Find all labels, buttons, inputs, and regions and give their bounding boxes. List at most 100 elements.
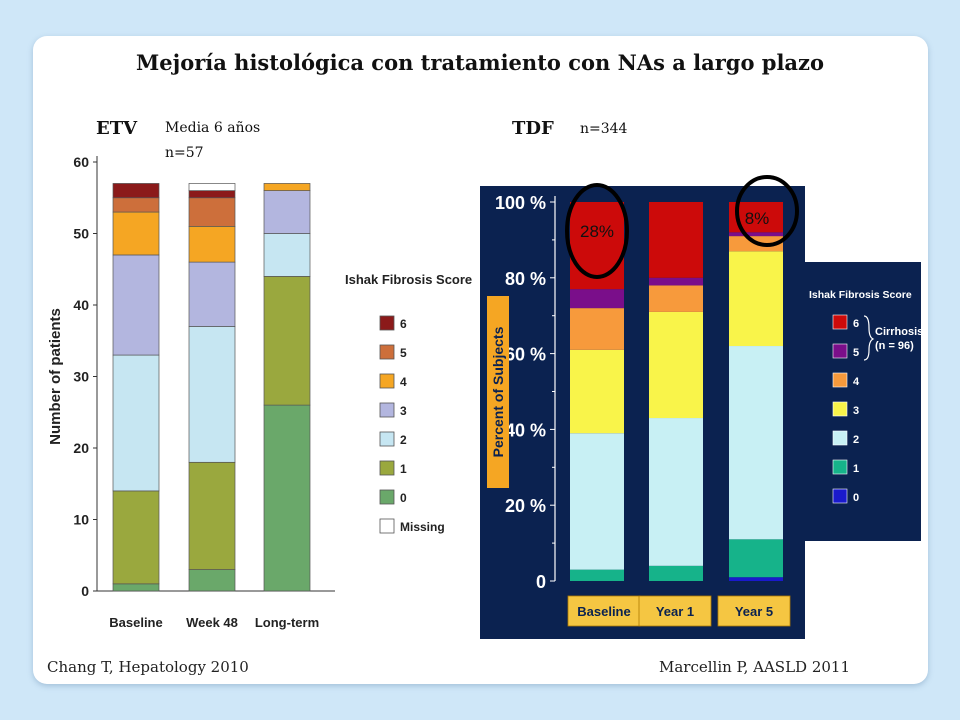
right-y-tick-label: 60 % [505, 345, 546, 365]
right-y-axis-label: Percent of Subjects [490, 326, 506, 457]
left-legend-label-6: 6 [400, 317, 407, 331]
right-x-tick-label: Year 5 [735, 604, 773, 619]
right-legend-cirrhosis-note: (n = 96) [875, 340, 914, 352]
right-y-tick-label: 100 % [495, 193, 546, 213]
left-bar-baseline-score-0 [112, 583, 160, 592]
right-bar-year-1-score-5 [649, 277, 703, 286]
citation-right: Marcellin P, AASLD 2011 [658, 658, 850, 676]
right-legend-swatch-4 [832, 372, 848, 388]
right-x-tick-label: Year 1 [656, 604, 694, 619]
left-legend-swatch-missing [379, 518, 395, 534]
right-legend-label-5: 5 [853, 347, 859, 359]
left-bar-week-48-score-4 [188, 226, 236, 263]
right-legend-label-0: 0 [853, 492, 859, 504]
right-y-tick-label: 40 % [505, 420, 546, 440]
left-bar-long-term-score-4 [263, 183, 311, 191]
right-bar-year-5-score-5 [729, 232, 783, 237]
left-legend-swatch-2 [379, 431, 395, 447]
left-bar-baseline-score-1 [112, 490, 160, 585]
left-legend-label-5: 5 [400, 346, 407, 360]
left-legend-swatch-1 [379, 460, 395, 476]
annotation-circle-year5 [735, 175, 799, 247]
right-legend-label-3: 3 [853, 405, 859, 417]
left-legend-swatch-3 [379, 402, 395, 418]
right-bar-year-5-score-3 [729, 251, 783, 347]
left-x-tick-label: Long-term [255, 615, 319, 630]
left-bar-long-term-score-3 [263, 190, 311, 234]
tdf-label: TDF [512, 118, 554, 139]
right-y-label-box [487, 296, 509, 488]
right-legend-swatch-5 [832, 343, 848, 359]
left-legend-label-missing: Missing [400, 520, 445, 534]
left-bar-baseline-score-6 [112, 183, 160, 199]
right-x-label-box [567, 595, 641, 627]
left-bar-long-term-score-1 [263, 276, 311, 406]
right-bar-year-5-score-2 [729, 346, 783, 540]
left-legend-label-3: 3 [400, 404, 407, 418]
left-y-tick-label: 30 [73, 369, 89, 385]
left-bar-week-48-score-6 [188, 190, 236, 199]
right-x-label-box [638, 595, 712, 627]
left-y-tick-label: 40 [73, 297, 89, 313]
right-legend-swatch-3 [832, 401, 848, 417]
left-legend-swatch-6 [379, 315, 395, 331]
right-y-tick-label: 0 [536, 572, 546, 592]
right-legend-label-4: 4 [853, 376, 860, 388]
left-bar-long-term-score-2 [263, 233, 311, 277]
left-bar-baseline-score-4 [112, 211, 160, 256]
right-bar-year-1-score-1 [649, 565, 703, 581]
right-bar-year-1-score-2 [649, 418, 703, 566]
right-legend-brace [863, 315, 875, 361]
left-bar-week-48-score-missing [188, 183, 236, 191]
left-y-tick-label: 60 [73, 154, 89, 170]
right-legend-title: Ishak Fibrosis Score [809, 289, 912, 301]
right-bar-baseline-score-5 [570, 289, 624, 309]
slide-title: Mejoría histológica con tratamiento con … [136, 50, 824, 75]
right-bar-year-1-score-6 [649, 202, 703, 278]
right-bar-baseline-score-4 [570, 308, 624, 350]
citation-left: Chang T, Hepatology 2010 [47, 658, 249, 676]
left-bar-week-48-score-1 [188, 461, 236, 570]
left-y-tick-label: 0 [81, 583, 89, 599]
right-legend-background [805, 262, 921, 541]
left-legend-label-1: 1 [400, 462, 407, 476]
etv-label: ETV [96, 118, 138, 139]
left-x-tick-label: Week 48 [186, 615, 238, 630]
right-legend-swatch-6 [832, 314, 848, 330]
left-legend-swatch-4 [379, 373, 395, 389]
annotation-28-percent: 28% [580, 222, 614, 241]
right-legend-swatch-2 [832, 430, 848, 446]
right-bar-baseline-score-6 [570, 202, 624, 290]
right-y-tick-label: 20 % [505, 496, 546, 516]
right-legend-swatch-1 [832, 459, 848, 475]
left-y-axis-label: Number of patients [47, 308, 64, 445]
left-legend-swatch-0 [379, 489, 395, 505]
left-bar-week-48-score-3 [188, 261, 236, 327]
etv-note-mean: Media 6 años [165, 120, 261, 136]
right-legend-label-1: 1 [853, 463, 859, 475]
right-bar-baseline-score-3 [570, 349, 624, 434]
left-bar-baseline-score-2 [112, 354, 160, 492]
left-bar-baseline-score-3 [112, 254, 160, 356]
right-bar-baseline-score-2 [570, 433, 624, 570]
right-legend-cirrhosis-note: Cirrhosis [875, 326, 923, 338]
right-bar-year-1-score-3 [649, 311, 703, 419]
right-legend-label-2: 2 [853, 434, 859, 446]
right-bar-year-5-score-0 [729, 577, 783, 581]
right-x-label-box [717, 595, 791, 627]
left-legend-swatch-5 [379, 344, 395, 360]
left-legend-label-2: 2 [400, 433, 407, 447]
right-legend-swatch-0 [832, 488, 848, 504]
left-x-tick-label: Baseline [109, 615, 162, 630]
right-y-tick-label: 80 % [505, 269, 546, 289]
tdf-note-n: n=344 [580, 121, 628, 137]
left-legend-label-0: 0 [400, 491, 407, 505]
left-bar-week-48-score-5 [188, 197, 236, 227]
right-legend-label-6: 6 [853, 318, 859, 330]
etv-note-n: n=57 [165, 145, 204, 161]
right-x-tick-label: Baseline [577, 604, 630, 619]
left-bar-baseline-score-5 [112, 197, 160, 213]
annotation-circle-baseline [565, 183, 629, 279]
left-bar-week-48-score-0 [188, 569, 236, 592]
